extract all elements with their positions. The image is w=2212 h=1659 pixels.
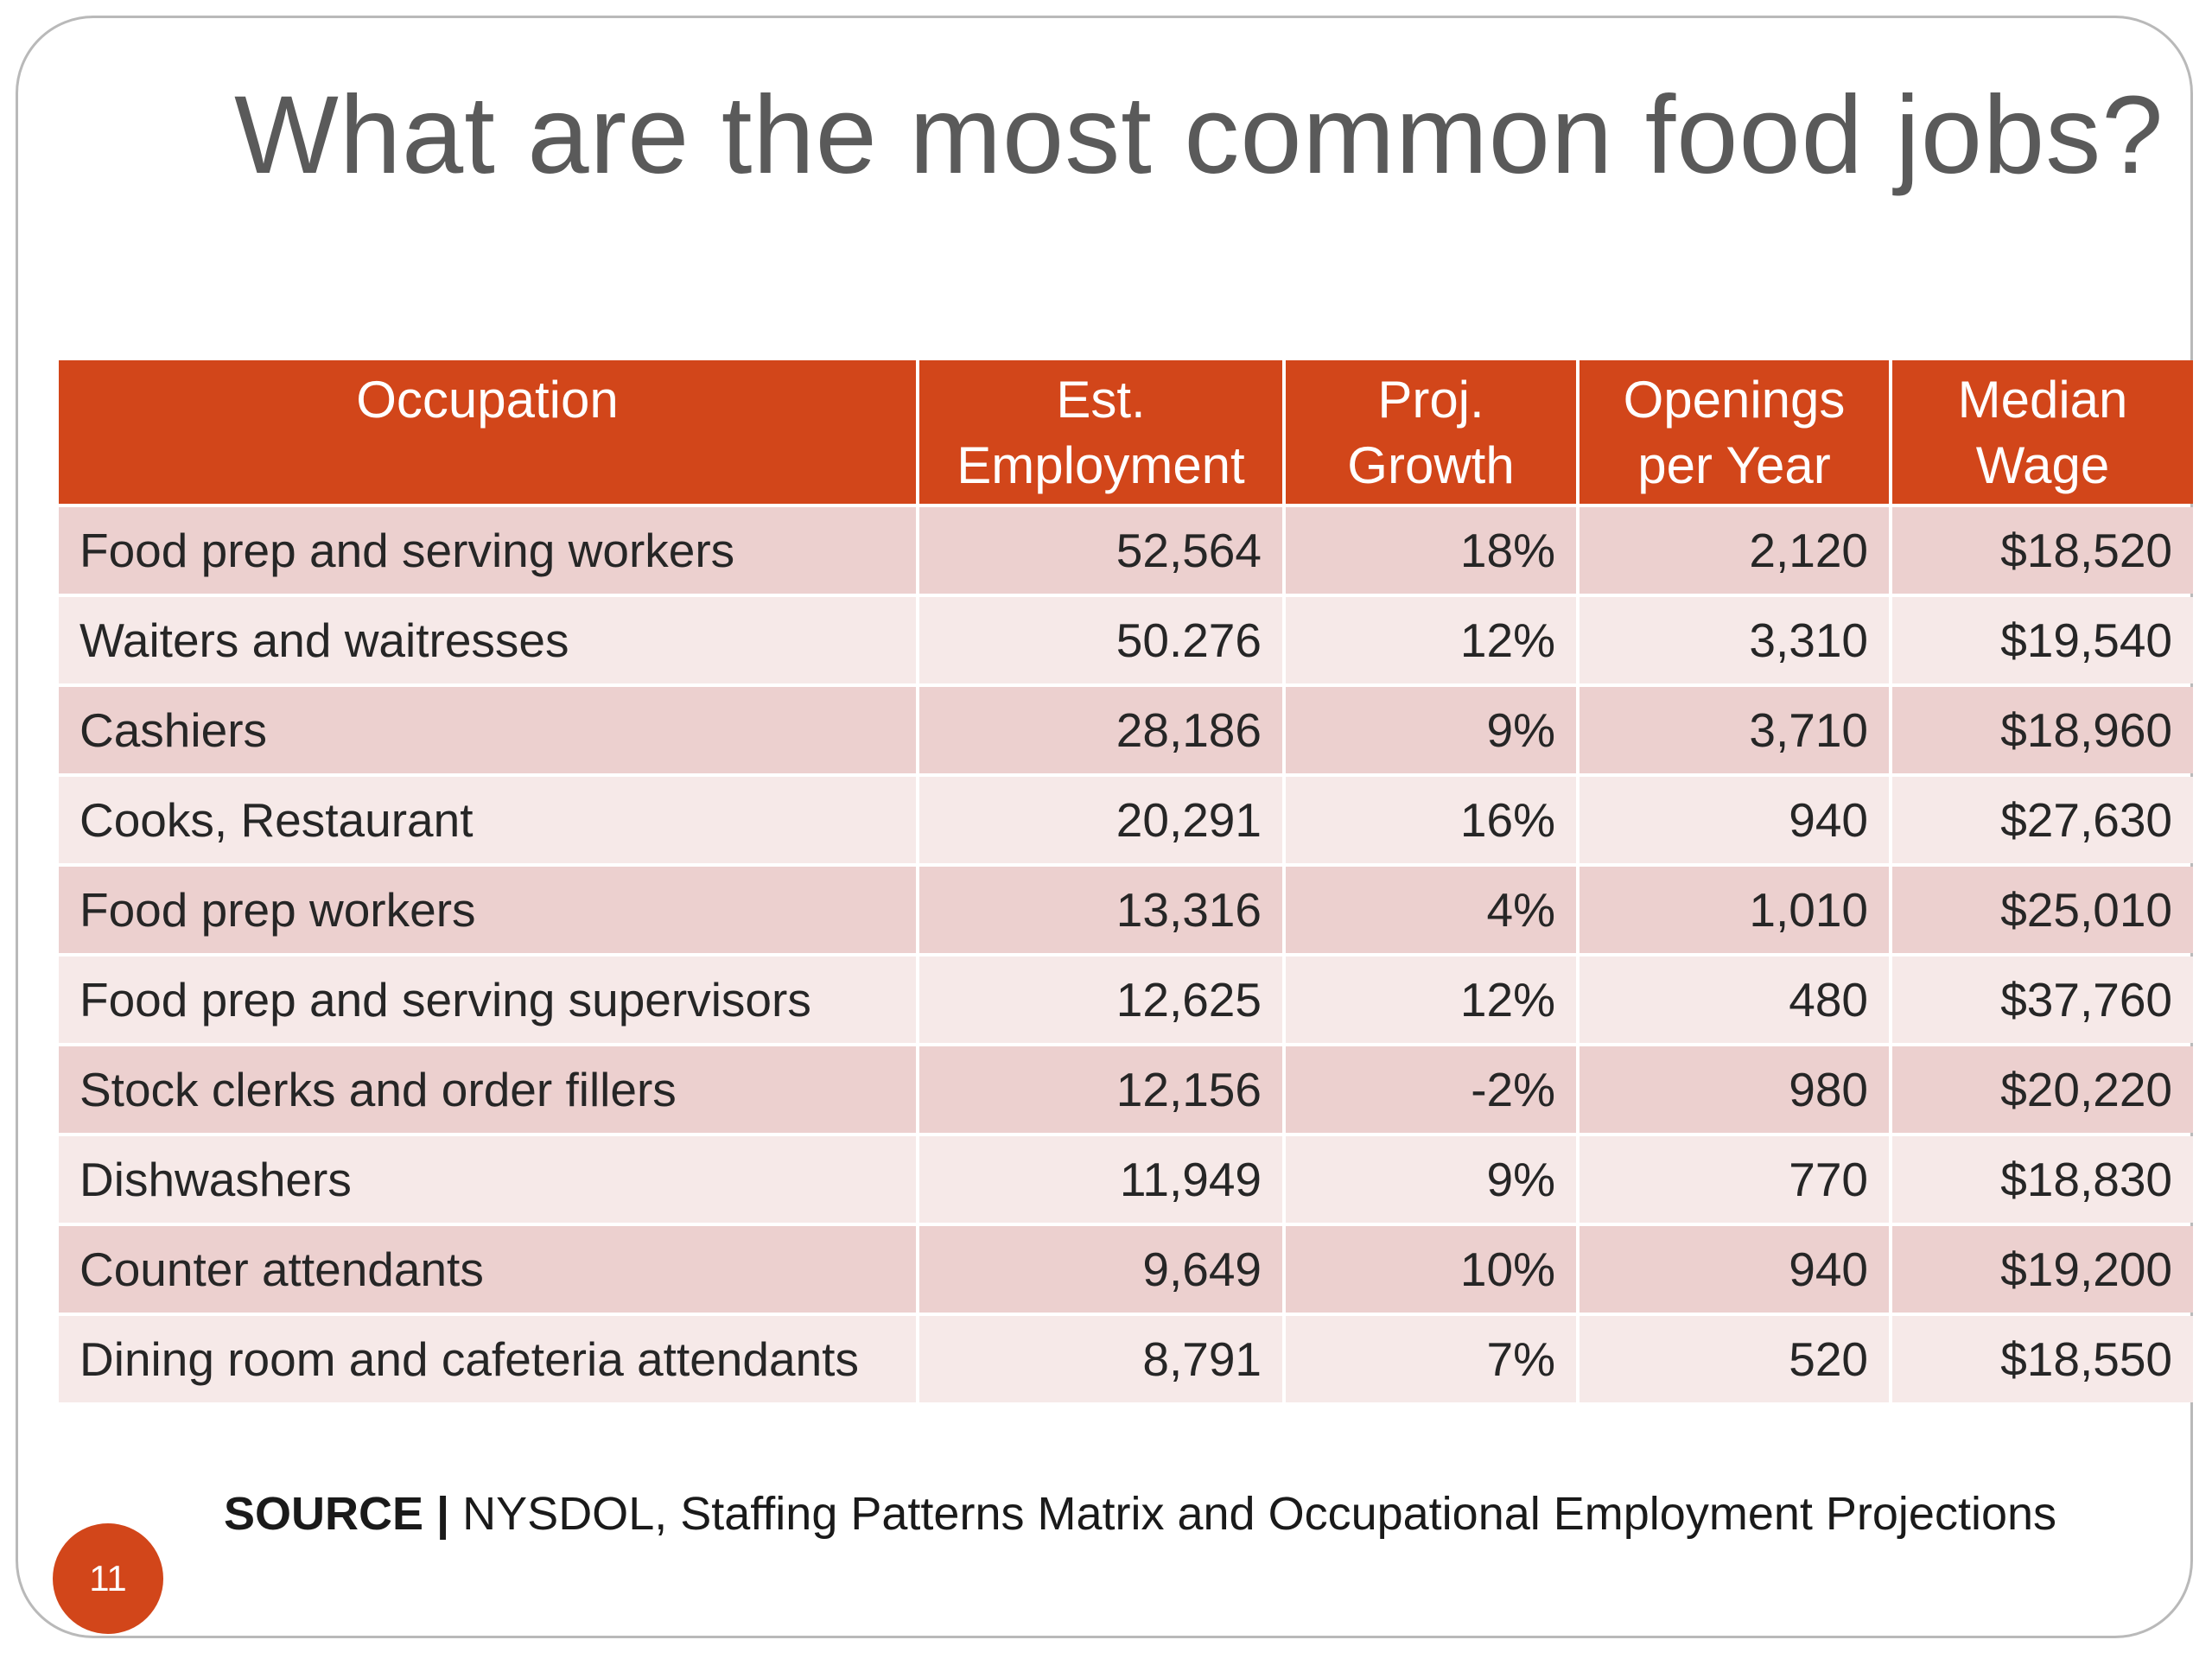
table-row: Food prep and serving workers 52,564 18%… [59, 507, 2193, 594]
cell-employment: 8,791 [919, 1316, 1282, 1402]
cell-occupation: Food prep and serving supervisors [59, 957, 916, 1043]
cell-occupation: Stock clerks and order fillers [59, 1046, 916, 1133]
cell-growth: 12% [1286, 597, 1576, 683]
header-wage: Median Wage [1892, 360, 2193, 504]
cell-wage: $19,200 [1892, 1226, 2193, 1313]
cell-growth: 10% [1286, 1226, 1576, 1313]
cell-growth: 12% [1286, 957, 1576, 1043]
cell-openings: 980 [1580, 1046, 1889, 1133]
header-growth-line2: Growth [1347, 436, 1515, 494]
cell-employment: 11,949 [919, 1136, 1282, 1223]
cell-openings: 770 [1580, 1136, 1889, 1223]
cell-growth: -2% [1286, 1046, 1576, 1133]
cell-growth: 9% [1286, 687, 1576, 773]
cell-openings: 940 [1580, 1226, 1889, 1313]
header-employment: Est. Employment [919, 360, 1282, 504]
cell-employment: 52,564 [919, 507, 1282, 594]
header-occupation-line1: Occupation [356, 371, 619, 429]
table-row: Dishwashers 11,949 9% 770 $18,830 [59, 1136, 2193, 1223]
table-row: Counter attendants 9,649 10% 940 $19,200 [59, 1226, 2193, 1313]
cell-occupation: Food prep and serving workers [59, 507, 916, 594]
cell-wage: $19,540 [1892, 597, 2193, 683]
cell-employment: 13,316 [919, 867, 1282, 953]
header-occupation: Occupation [59, 360, 916, 504]
slide-number: 11 [89, 1558, 127, 1599]
header-openings: Openings per Year [1580, 360, 1889, 504]
cell-employment: 12,156 [919, 1046, 1282, 1133]
cell-occupation: Waiters and waitresses [59, 597, 916, 683]
cell-growth: 16% [1286, 777, 1576, 863]
cell-openings: 520 [1580, 1316, 1889, 1402]
cell-wage: $25,010 [1892, 867, 2193, 953]
cell-occupation: Dishwashers [59, 1136, 916, 1223]
cell-openings: 2,120 [1580, 507, 1889, 594]
table-row: Food prep workers 13,316 4% 1,010 $25,01… [59, 867, 2193, 953]
slide: What are the most common food jobs? Occu… [16, 16, 2193, 1638]
header-growth-line1: Proj. [1377, 371, 1484, 429]
header-wage-line2: Wage [1975, 436, 2110, 494]
header-openings-line1: Openings [1623, 371, 1846, 429]
cell-openings: 3,310 [1580, 597, 1889, 683]
cell-occupation: Counter attendants [59, 1226, 916, 1313]
cell-occupation: Cashiers [59, 687, 916, 773]
table-row: Waiters and waitresses 50.276 12% 3,310 … [59, 597, 2193, 683]
table-row: Stock clerks and order fillers 12,156 -2… [59, 1046, 2193, 1133]
header-growth: Proj. Growth [1286, 360, 1576, 504]
cell-occupation: Cooks, Restaurant [59, 777, 916, 863]
cell-openings: 480 [1580, 957, 1889, 1043]
source-note: SOURCE | NYSDOL, Staffing Patterns Matri… [224, 1487, 2056, 1541]
cell-employment: 50.276 [919, 597, 1282, 683]
cell-employment: 28,186 [919, 687, 1282, 773]
cell-wage: $18,960 [1892, 687, 2193, 773]
cell-wage: $27,630 [1892, 777, 2193, 863]
cell-growth: 4% [1286, 867, 1576, 953]
source-text: NYSDOL, Staffing Patterns Matrix and Occ… [462, 1488, 2057, 1540]
table-row: Cashiers 28,186 9% 3,710 $18,960 [59, 687, 2193, 773]
cell-occupation: Dining room and cafeteria attendants [59, 1316, 916, 1402]
header-wage-line1: Median [1957, 371, 2128, 429]
slide-title: What are the most common food jobs? [234, 73, 2164, 197]
cell-employment: 20,291 [919, 777, 1282, 863]
table-row: Cooks, Restaurant 20,291 16% 940 $27,630 [59, 777, 2193, 863]
table-header-row: Occupation Est. Employment Proj. Growth … [59, 360, 2193, 504]
cell-openings: 940 [1580, 777, 1889, 863]
cell-wage: $18,830 [1892, 1136, 2193, 1223]
cell-openings: 3,710 [1580, 687, 1889, 773]
table-row: Food prep and serving supervisors 12,625… [59, 957, 2193, 1043]
slide-number-badge: 11 [53, 1523, 163, 1634]
cell-employment: 12,625 [919, 957, 1282, 1043]
food-jobs-table: Occupation Est. Employment Proj. Growth … [55, 357, 2196, 1406]
cell-wage: $37,760 [1892, 957, 2193, 1043]
source-label: SOURCE | [224, 1488, 450, 1540]
header-openings-line2: per Year [1637, 436, 1831, 494]
cell-growth: 7% [1286, 1316, 1576, 1402]
cell-wage: $18,520 [1892, 507, 2193, 594]
table-row: Dining room and cafeteria attendants 8,7… [59, 1316, 2193, 1402]
cell-employment: 9,649 [919, 1226, 1282, 1313]
cell-wage: $18,550 [1892, 1316, 2193, 1402]
cell-occupation: Food prep workers [59, 867, 916, 953]
cell-growth: 9% [1286, 1136, 1576, 1223]
header-employment-line2: Employment [957, 436, 1245, 494]
cell-growth: 18% [1286, 507, 1576, 594]
header-employment-line1: Est. [1056, 371, 1146, 429]
cell-wage: $20,220 [1892, 1046, 2193, 1133]
cell-openings: 1,010 [1580, 867, 1889, 953]
